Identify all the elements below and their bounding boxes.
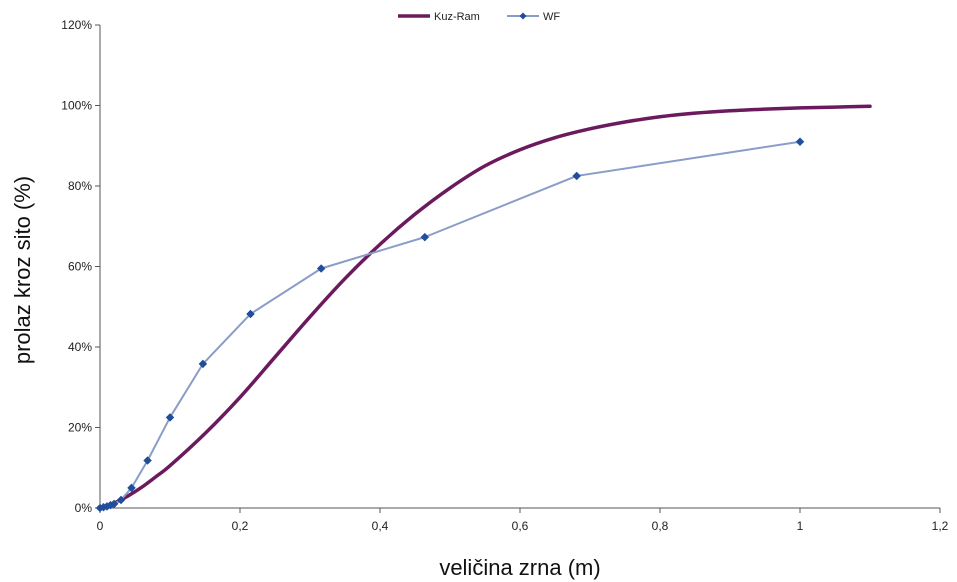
y-tick-label: 40% — [68, 340, 92, 354]
data-point-wf — [572, 171, 582, 181]
data-point-wf — [420, 232, 430, 242]
x-tick-label: 0,8 — [652, 519, 669, 533]
y-tick-label: 20% — [68, 421, 92, 435]
plot-area — [100, 25, 940, 508]
y-axis-ticks: 0% 20% 40% 60% 80% 100% 120% — [61, 18, 100, 515]
data-point-wf — [246, 309, 255, 319]
data-point-wf — [127, 483, 136, 493]
legend-marker-wf — [519, 12, 527, 20]
y-tick-label: 80% — [68, 179, 92, 193]
legend-label-kuz-ram: Kuz-Ram — [434, 11, 480, 23]
series-line-kuz-ram — [98, 104, 872, 510]
data-point-wf — [795, 137, 805, 147]
x-tick-label: 0,4 — [372, 519, 389, 533]
legend-label-wf: WF — [543, 11, 560, 23]
y-tick-label: 100% — [61, 99, 92, 113]
x-tick-label: 1 — [797, 519, 804, 533]
x-tick-label: 0,6 — [512, 519, 529, 533]
series-layer — [95, 104, 872, 513]
data-point-wf — [165, 413, 175, 422]
data-point-wf — [316, 264, 326, 273]
data-point-wf — [143, 456, 152, 465]
y-tick-label: 60% — [68, 260, 92, 274]
data-point-wf — [116, 495, 126, 505]
x-tick-label: 0 — [97, 519, 104, 533]
x-axis-title: veličina zrna (m) — [439, 555, 600, 580]
legend: Kuz-Ram WF — [398, 11, 560, 23]
y-axis-title: prolaz kroz sito (%) — [10, 176, 35, 364]
data-point-wf — [198, 359, 208, 369]
data-point-wf — [109, 499, 119, 509]
y-tick-label: 120% — [61, 18, 92, 32]
x-tick-label: 0,2 — [232, 519, 249, 533]
x-tick-label: 1,2 — [932, 519, 949, 533]
x-axis-ticks: 0 0,2 0,4 0,6 0,8 1 1,2 — [97, 508, 949, 533]
y-tick-label: 0% — [75, 501, 93, 515]
